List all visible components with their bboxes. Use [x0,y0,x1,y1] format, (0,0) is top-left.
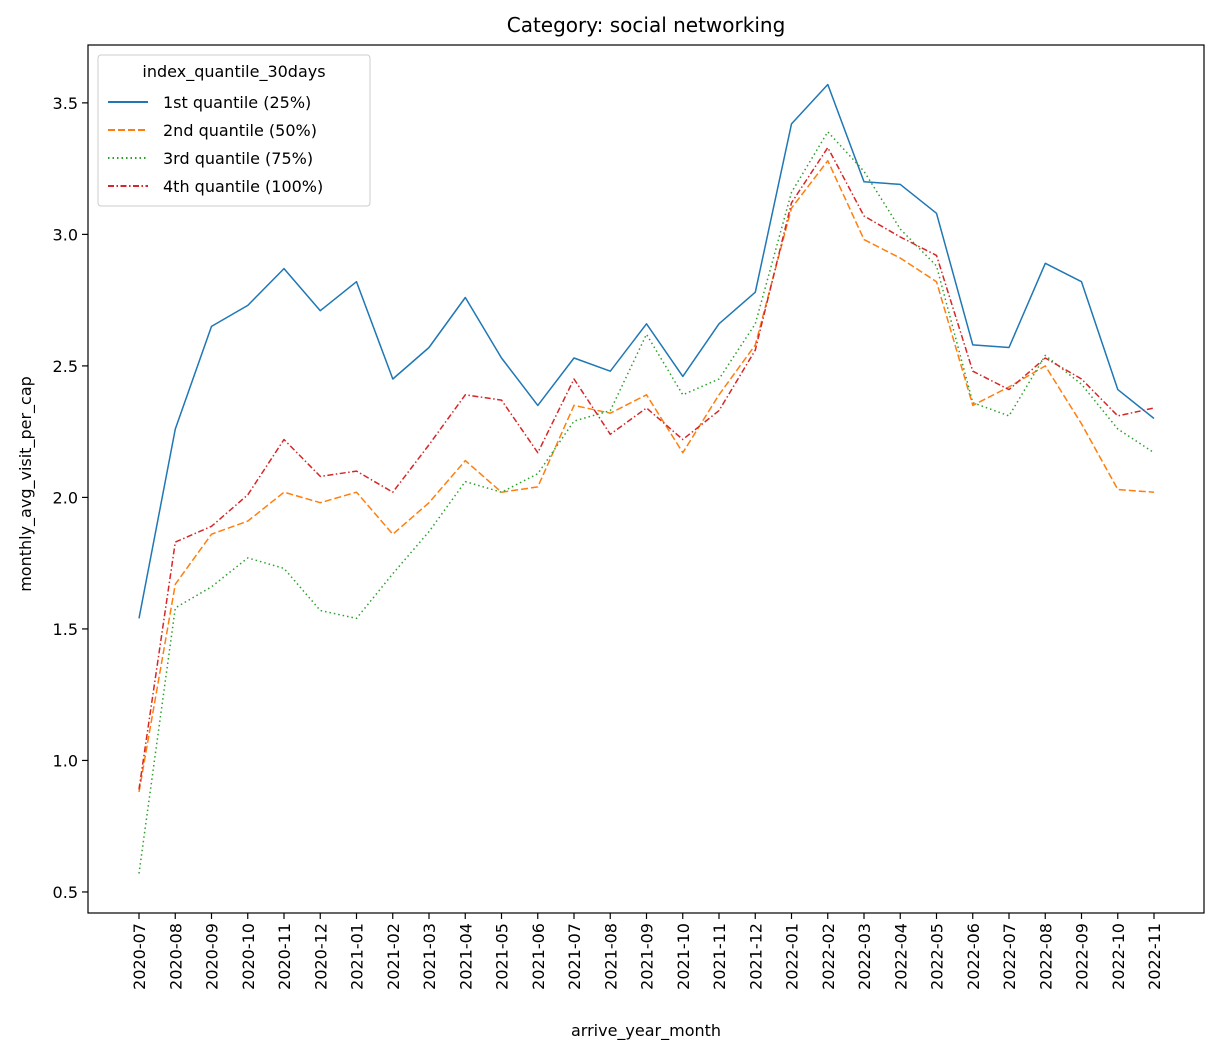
legend: index_quantile_30days 1st quantile (25%)… [97,54,371,207]
x-tick-label: 2021-09 [638,923,657,990]
x-tick-label: 2021-11 [710,923,729,990]
x-tick-label: 2021-01 [348,923,367,990]
x-tick-label: 2022-04 [891,923,910,990]
x-tick-label: 2021-06 [529,923,548,990]
legend-label-2: 2nd quantile (50%) [163,121,317,140]
y-axis-label: monthly_avg_visit_per_cap [16,376,36,592]
x-axis-label: arrive_year_month [571,1021,721,1041]
x-tick-label: 2021-05 [493,923,512,990]
x-tick-label: 2021-03 [420,923,439,990]
y-tick-label: 1.0 [53,751,78,770]
x-tick-label: 2020-12 [311,923,330,990]
y-tick-label: 2.0 [53,488,78,507]
x-tick-label: 2021-04 [456,923,475,990]
x-tick-label: 2022-10 [1109,923,1128,990]
x-tick-label: 2022-06 [964,923,983,990]
legend-label-3: 3rd quantile (75%) [163,149,313,168]
y-tick-label: 1.5 [53,620,78,639]
x-tick-label: 2021-02 [384,923,403,990]
x-tick-label: 2022-01 [783,923,802,990]
legend-title: index_quantile_30days [142,62,325,82]
x-tick-label: 2022-03 [855,923,874,990]
x-tick-label: 2022-05 [928,923,947,990]
y-tick-label: 2.5 [53,357,78,376]
series-line-1 [138,83,1155,619]
x-tick-label: 2022-09 [1073,923,1092,990]
x-tick-label: 2021-10 [674,923,693,990]
x-tick-label: 2020-11 [275,923,294,990]
x-tick-label: 2021-08 [601,923,620,990]
x-tick-label: 2020-07 [130,923,149,990]
y-tick-label: 3.5 [53,94,78,113]
y-tick-label: 3.0 [53,225,78,244]
legend-entries: 1st quantile (25%) 2nd quantile (50%) 3rd … [108,93,323,196]
chart-title: Category: social networking [507,13,786,37]
x-tick-label: 2020-08 [166,923,185,990]
x-tick-label: 2020-09 [203,923,222,990]
x-tick-label: 2021-07 [565,923,584,990]
series-line-4 [138,146,1155,790]
x-tick-label: 2022-08 [1036,923,1055,990]
y-tick-label: 0.5 [53,883,78,902]
legend-box [97,54,371,207]
x-tick-label: 2022-11 [1145,923,1164,990]
x-tick-label: 2020-10 [239,923,258,990]
series-layer [138,83,1155,874]
legend-label-4: 4th quantile (100%) [163,177,323,196]
x-tick-label: 2021-12 [746,923,765,990]
x-tick-label: 2022-02 [819,923,838,990]
axes-layer: 0.5 1.0 1.5 2.0 2.5 3.0 3.5 2020-07 2020-08 2020-… [53,94,1164,990]
x-tick-label: 2022-07 [1000,923,1019,990]
legend-label-1: 1st quantile (25%) [163,93,311,112]
series-line-2 [138,159,1155,793]
series-line-3 [138,131,1155,874]
